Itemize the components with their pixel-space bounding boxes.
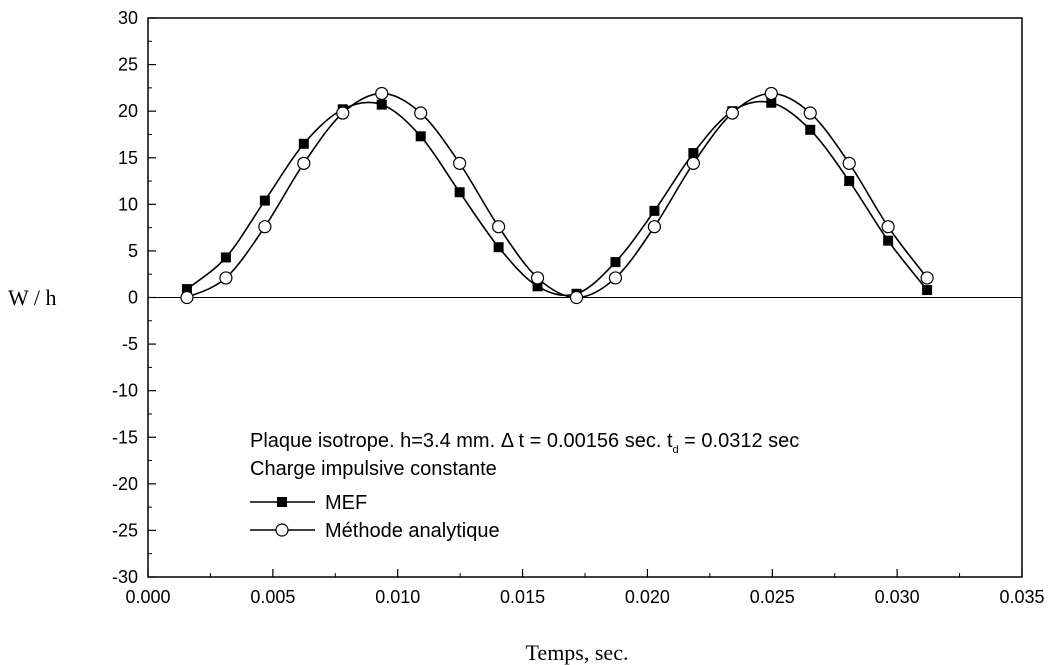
x-axis-title: Temps, sec. — [526, 640, 629, 665]
point-mef-13 — [688, 148, 699, 159]
x-tick-label-6: 0.030 — [875, 587, 920, 607]
legend-label-mef: MEF — [325, 492, 367, 514]
point-mef-19 — [922, 285, 933, 296]
point-analytique-9 — [530, 271, 545, 285]
point-analytique-4 — [336, 106, 350, 120]
y-tick-label-4: -10 — [112, 381, 138, 401]
y-tick-label-1: -25 — [112, 520, 138, 540]
y-tick-label-7: 5 — [128, 241, 138, 261]
point-analytique-10 — [569, 290, 584, 305]
point-analytique-18 — [881, 220, 895, 234]
annotation-main: Plaque isotrope. h=3.4 mm. Δ t = 0.00156… — [250, 430, 673, 452]
x-tick-label-7: 0.035 — [999, 587, 1044, 607]
legend-marker-mef — [277, 497, 287, 507]
legend-label-analytique: Méthode analytique — [325, 520, 500, 542]
x-axis-ticks: 0.000 0.005 0.010 0.015 0.020 0.025 0.030 0.035 — [125, 569, 1045, 607]
point-mef-7 — [454, 187, 465, 198]
y-axis-ticks: -30 -25 -20 -15 -10 -5 0 5 10 15 20 25 30 — [112, 8, 156, 587]
series-line-analytique — [186, 92, 928, 299]
y-tick-label-3: -15 — [112, 427, 138, 447]
legend-item-mef: MEF — [250, 492, 367, 514]
point-mef-6 — [415, 131, 426, 142]
point-analytique-6 — [414, 106, 428, 120]
point-mef-1 — [220, 252, 231, 263]
annotation-subscript: d — [673, 444, 679, 456]
y-tick-label-8: 10 — [118, 194, 138, 214]
y-tick-label-5: -5 — [122, 334, 138, 354]
point-analytique-15 — [764, 86, 778, 101]
point-analytique-7 — [453, 156, 467, 170]
y-tick-label-6: 0 — [128, 288, 138, 308]
point-mef-16 — [805, 124, 816, 135]
y-tick-label-10: 20 — [118, 101, 138, 121]
point-mef-2 — [259, 195, 270, 206]
point-analytique-1 — [219, 271, 233, 285]
point-analytique-8 — [491, 220, 506, 234]
annotation-line-1: Plaque isotrope. h=3.4 mm. Δ t = 0.00156… — [250, 430, 799, 456]
point-mef-11 — [610, 257, 621, 268]
point-analytique-5 — [375, 86, 389, 101]
point-mef-9 — [532, 281, 543, 292]
point-mef-3 — [298, 138, 309, 149]
x-tick-label-1: 0.005 — [250, 587, 295, 607]
legend-marker-analytique — [275, 523, 289, 537]
legend-item-analytique: Méthode analytique — [250, 520, 500, 542]
point-analytique-14 — [725, 106, 739, 120]
legend: MEF Méthode analytique — [250, 492, 500, 542]
point-analytique-17 — [842, 156, 856, 170]
point-mef-0 — [181, 284, 192, 295]
point-analytique-0 — [180, 290, 194, 305]
point-analytique-11 — [608, 271, 623, 285]
point-mef-17 — [844, 176, 855, 187]
x-tick-label-4: 0.020 — [625, 587, 670, 607]
y-tick-label-9: 15 — [118, 148, 138, 168]
y-tick-label-2: -20 — [112, 474, 138, 494]
y-tick-label-12: 30 — [118, 8, 138, 28]
point-mef-15 — [766, 97, 777, 108]
point-mef-5 — [376, 99, 387, 110]
series-line-mef — [186, 100, 928, 297]
point-analytique-13 — [686, 156, 700, 170]
point-analytique-3 — [297, 156, 311, 170]
x-tick-label-0: 0.000 — [125, 587, 170, 607]
point-analytique-2 — [258, 220, 272, 234]
x-tick-label-3: 0.015 — [500, 587, 545, 607]
y-axis-title: W / h — [8, 285, 56, 310]
point-mef-18 — [883, 235, 894, 246]
y-tick-label-0: -30 — [112, 567, 138, 587]
series-layer — [180, 86, 934, 305]
annotation-line-2: Charge impulsive constante — [250, 458, 497, 480]
y-tick-label-11: 25 — [118, 55, 138, 75]
point-analytique-19 — [920, 271, 934, 285]
x-tick-label-2: 0.010 — [375, 587, 420, 607]
point-mef-12 — [649, 205, 660, 216]
plot-frame — [147, 17, 1023, 578]
point-analytique-12 — [647, 220, 662, 234]
annotation-tail: = 0.0312 sec — [679, 430, 800, 452]
x-tick-label-5: 0.025 — [750, 587, 795, 607]
point-mef-8 — [493, 242, 504, 253]
point-analytique-16 — [803, 106, 817, 120]
